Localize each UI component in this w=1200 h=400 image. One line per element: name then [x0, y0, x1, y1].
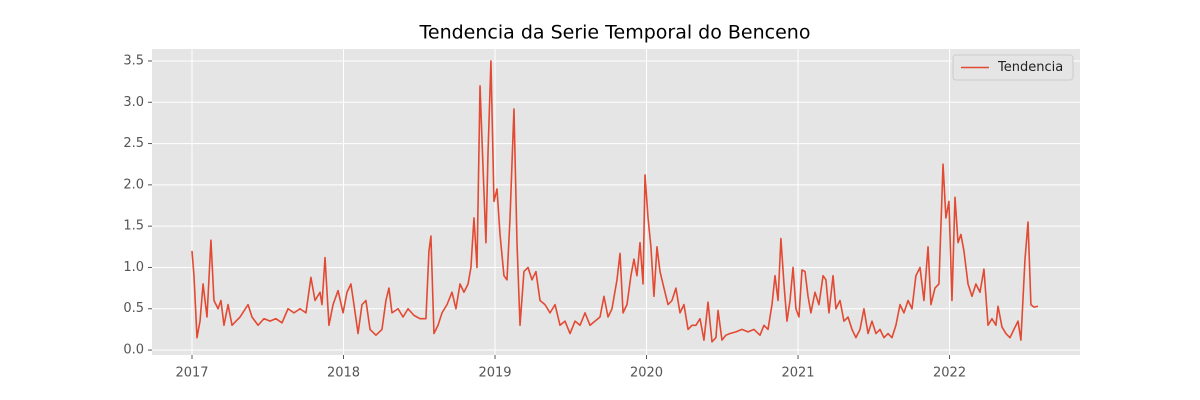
y-tick-label: 3.5	[123, 53, 144, 68]
y-tick-label: 2.0	[123, 177, 144, 192]
x-tick-label: 2021	[781, 366, 814, 381]
marks	[191, 60, 1039, 343]
x-tick-label: 2017	[175, 366, 208, 381]
grid	[152, 49, 1080, 355]
x-tick-label: 2020	[630, 366, 663, 381]
x-tick-label: 2022	[933, 366, 966, 381]
y-tick-label: 3.0	[123, 95, 144, 110]
y-tick-label: 0.5	[123, 301, 144, 316]
y-tick-label: 2.5	[123, 136, 144, 151]
legend-box	[952, 54, 1074, 81]
y-tick-label: 1.0	[123, 260, 144, 275]
trend-line	[191, 60, 1039, 343]
x-tick-label: 2019	[478, 366, 511, 381]
legend-text: Tendencia	[997, 60, 1063, 75]
chart-title: Tendencia da Serie Temporal do Benceno	[419, 22, 811, 44]
y-tick-label: 1.5	[123, 219, 144, 234]
x-tick-label: 2018	[327, 366, 360, 381]
y-tick-label: 0.0	[123, 343, 144, 358]
